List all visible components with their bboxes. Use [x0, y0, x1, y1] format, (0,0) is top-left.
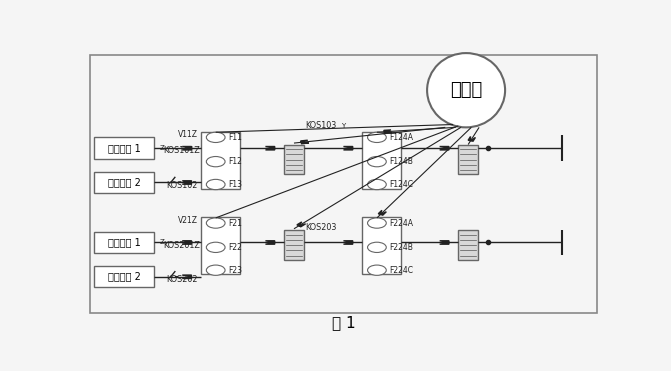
Bar	[284, 144, 304, 174]
Bar	[94, 137, 154, 159]
Text: KOS103: KOS103	[305, 121, 336, 131]
Text: KOS102: KOS102	[166, 181, 197, 190]
Text: F224A: F224A	[389, 219, 413, 227]
Text: F12: F12	[228, 157, 242, 166]
Text: F124B: F124B	[389, 157, 413, 166]
FancyArrow shape	[468, 137, 476, 141]
Bar	[201, 217, 240, 275]
FancyArrow shape	[440, 241, 449, 244]
FancyArrow shape	[440, 147, 449, 150]
Text: KOS101Z: KOS101Z	[163, 146, 200, 155]
Text: 二线工序 1: 二线工序 1	[108, 237, 140, 247]
Circle shape	[368, 265, 386, 275]
Text: F224C: F224C	[389, 266, 413, 275]
FancyArrow shape	[344, 147, 353, 150]
Circle shape	[207, 157, 225, 167]
Text: V11Z: V11Z	[178, 130, 199, 139]
Circle shape	[368, 157, 386, 167]
FancyArrow shape	[183, 275, 192, 279]
Bar	[94, 232, 154, 253]
Bar	[284, 230, 304, 260]
Text: F224B: F224B	[389, 243, 413, 252]
Text: KOS201Z: KOS201Z	[163, 240, 200, 250]
Text: Z: Z	[159, 145, 164, 151]
Text: 二线工序 2: 二线工序 2	[108, 272, 141, 282]
Text: V21Z: V21Z	[178, 216, 199, 225]
Text: 图 1: 图 1	[332, 316, 356, 331]
Text: F13: F13	[228, 180, 242, 189]
Bar	[362, 217, 401, 275]
FancyArrow shape	[344, 241, 353, 244]
FancyArrow shape	[183, 181, 192, 184]
Bar	[458, 230, 478, 260]
Text: 一线工序 2: 一线工序 2	[108, 177, 141, 187]
Text: F22: F22	[228, 243, 242, 252]
Text: KOS203: KOS203	[305, 223, 336, 232]
Text: F11: F11	[228, 133, 242, 142]
Circle shape	[368, 218, 386, 228]
Circle shape	[368, 179, 386, 190]
FancyArrow shape	[183, 147, 192, 150]
Text: F23: F23	[228, 266, 242, 275]
Circle shape	[368, 242, 386, 253]
Text: Y: Y	[342, 123, 346, 129]
Text: 一线工序 1: 一线工序 1	[108, 143, 140, 153]
Ellipse shape	[427, 53, 505, 127]
Bar	[201, 132, 240, 189]
Text: KOS202: KOS202	[166, 275, 197, 284]
Text: F21: F21	[228, 219, 242, 227]
Text: Z: Z	[159, 240, 164, 246]
Circle shape	[368, 132, 386, 142]
Bar	[362, 132, 401, 189]
FancyArrow shape	[266, 241, 275, 244]
FancyArrow shape	[297, 222, 305, 227]
FancyArrow shape	[384, 130, 392, 133]
FancyArrow shape	[378, 210, 386, 215]
Bar	[94, 172, 154, 193]
Circle shape	[207, 265, 225, 275]
Text: F124C: F124C	[389, 180, 413, 189]
FancyArrow shape	[183, 241, 192, 244]
Text: F124A: F124A	[389, 133, 413, 142]
Circle shape	[207, 242, 225, 253]
FancyArrow shape	[301, 140, 309, 144]
Bar	[458, 144, 478, 174]
Circle shape	[207, 218, 225, 228]
Circle shape	[207, 132, 225, 142]
Text: 排气塔: 排气塔	[450, 81, 482, 99]
FancyArrow shape	[266, 147, 275, 150]
Circle shape	[207, 179, 225, 190]
Bar	[94, 266, 154, 287]
